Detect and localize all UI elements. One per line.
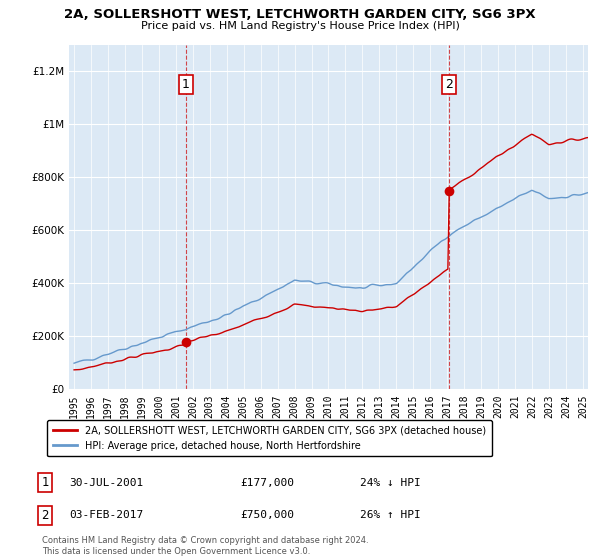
Text: 24% ↓ HPI: 24% ↓ HPI bbox=[360, 478, 421, 488]
Text: 26% ↑ HPI: 26% ↑ HPI bbox=[360, 510, 421, 520]
Text: £750,000: £750,000 bbox=[240, 510, 294, 520]
Text: 30-JUL-2001: 30-JUL-2001 bbox=[69, 478, 143, 488]
Text: 2A, SOLLERSHOTT WEST, LETCHWORTH GARDEN CITY, SG6 3PX: 2A, SOLLERSHOTT WEST, LETCHWORTH GARDEN … bbox=[64, 8, 536, 21]
Text: £177,000: £177,000 bbox=[240, 478, 294, 488]
Text: 1: 1 bbox=[41, 476, 49, 489]
Text: Contains HM Land Registry data © Crown copyright and database right 2024.
This d: Contains HM Land Registry data © Crown c… bbox=[42, 536, 368, 556]
Text: 2: 2 bbox=[41, 508, 49, 522]
Text: 2: 2 bbox=[445, 78, 452, 91]
Text: Price paid vs. HM Land Registry's House Price Index (HPI): Price paid vs. HM Land Registry's House … bbox=[140, 21, 460, 31]
Text: 1: 1 bbox=[182, 78, 190, 91]
Legend: 2A, SOLLERSHOTT WEST, LETCHWORTH GARDEN CITY, SG6 3PX (detached house), HPI: Ave: 2A, SOLLERSHOTT WEST, LETCHWORTH GARDEN … bbox=[47, 420, 492, 456]
Text: 03-FEB-2017: 03-FEB-2017 bbox=[69, 510, 143, 520]
